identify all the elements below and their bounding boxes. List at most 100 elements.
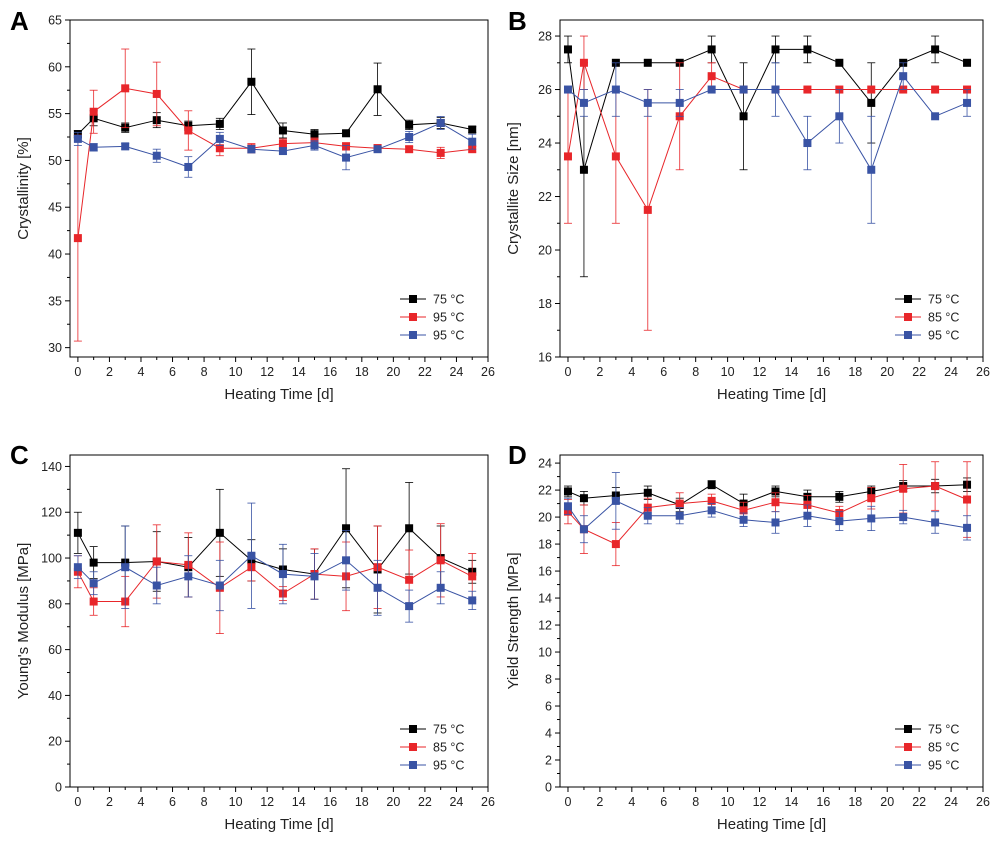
- data-point: [73, 134, 82, 143]
- data-point: [899, 72, 908, 81]
- x-tick-label: 18: [355, 795, 369, 809]
- legend-label: 75 °C: [928, 293, 959, 307]
- data-point: [405, 602, 414, 611]
- legend-item: 95 °C: [895, 329, 959, 343]
- series-2: [563, 472, 972, 544]
- data-point: [771, 85, 780, 94]
- x-tick-label: 8: [201, 795, 208, 809]
- x-tick-label: 26: [481, 795, 495, 809]
- data-point: [963, 98, 972, 107]
- data-point: [563, 45, 572, 54]
- x-tick-label: 4: [138, 365, 145, 379]
- data-point: [579, 58, 588, 67]
- x-tick-label: 18: [355, 365, 369, 379]
- y-tick-label: 26: [538, 83, 552, 97]
- data-point: [835, 517, 844, 526]
- y-tick-label: 140: [41, 460, 62, 474]
- x-tick-label: 20: [880, 365, 894, 379]
- y-tick-label: 2: [545, 754, 552, 768]
- x-tick-label: 20: [386, 795, 400, 809]
- data-point: [247, 145, 256, 154]
- series-1: [563, 461, 972, 567]
- y-tick-label: 35: [48, 294, 62, 308]
- x-tick-label: 6: [169, 365, 176, 379]
- y-tick-label: 10: [538, 646, 552, 660]
- legend-marker: [904, 761, 912, 769]
- plot-frame: [69, 19, 489, 358]
- y-tick-label: 24: [538, 137, 552, 151]
- x-tick-label: 6: [169, 795, 176, 809]
- y-tick-label: 22: [538, 484, 552, 498]
- data-point: [342, 556, 351, 565]
- data-point: [215, 581, 224, 590]
- data-point: [867, 98, 876, 107]
- x-tick-label: 20: [880, 795, 894, 809]
- data-point: [931, 85, 940, 94]
- data-point: [899, 484, 908, 493]
- data-point: [963, 523, 972, 532]
- data-point: [643, 205, 652, 214]
- legend-item: 75 °C: [400, 293, 464, 307]
- x-tick-label: 14: [292, 795, 306, 809]
- data-point: [89, 597, 98, 606]
- data-point: [931, 45, 940, 54]
- data-point: [771, 487, 780, 496]
- x-tick-label: 26: [976, 365, 990, 379]
- data-point: [373, 85, 382, 94]
- data-point: [342, 153, 351, 162]
- x-tick-label: 26: [976, 795, 990, 809]
- data-point: [707, 85, 716, 94]
- data-point: [89, 558, 98, 567]
- x-tick-label: 10: [229, 795, 243, 809]
- panel-letter: C: [10, 440, 29, 470]
- x-tick-label: 18: [848, 795, 862, 809]
- x-tick-label: 8: [692, 795, 699, 809]
- data-point: [803, 139, 812, 148]
- data-point: [405, 145, 414, 154]
- data-point: [643, 98, 652, 107]
- data-point: [152, 89, 161, 98]
- y-tick-label: 80: [48, 597, 62, 611]
- data-point: [739, 85, 748, 94]
- data-point: [184, 162, 193, 171]
- data-point: [152, 151, 161, 160]
- data-point: [899, 513, 908, 522]
- legend-label: 95 °C: [433, 329, 464, 343]
- legend-marker: [409, 313, 417, 321]
- data-point: [73, 528, 82, 537]
- y-tick-label: 120: [41, 506, 62, 520]
- y-tick-label: 4: [545, 727, 552, 741]
- legend-item: 95 °C: [400, 759, 464, 773]
- data-point: [563, 502, 572, 511]
- y-axis-label: Crystallite Size [nm]: [505, 122, 522, 255]
- data-point: [867, 165, 876, 174]
- data-point: [963, 58, 972, 67]
- series-2: [73, 116, 477, 178]
- legend-marker: [409, 761, 417, 769]
- y-axis-label: Young's Modulus [MPa]: [15, 543, 32, 700]
- x-tick-label: 16: [816, 795, 830, 809]
- legend-marker: [409, 331, 417, 339]
- legend-marker: [904, 295, 912, 303]
- legend-marker: [904, 313, 912, 321]
- data-point: [739, 112, 748, 121]
- data-point: [771, 498, 780, 507]
- x-tick-label: 4: [138, 795, 145, 809]
- chart-panel-a: A0 2 4 6 8 10 12 14 16 18 20 22 24 263035404550556065…: [10, 6, 495, 403]
- data-point: [373, 145, 382, 154]
- x-tick-label: 0: [565, 365, 572, 379]
- x-tick-label: 18: [848, 365, 862, 379]
- series-line: [77, 555, 473, 607]
- y-tick-label: 0: [55, 781, 62, 795]
- data-point: [121, 142, 130, 151]
- legend-marker: [904, 725, 912, 733]
- data-point: [121, 563, 130, 572]
- y-tick-label: 45: [48, 201, 62, 215]
- data-point: [247, 77, 256, 86]
- data-point: [611, 152, 620, 161]
- legend-item: 75 °C: [400, 723, 464, 737]
- series-line: [567, 500, 968, 530]
- x-tick-label: 24: [449, 365, 463, 379]
- data-point: [931, 112, 940, 121]
- data-point: [278, 147, 287, 156]
